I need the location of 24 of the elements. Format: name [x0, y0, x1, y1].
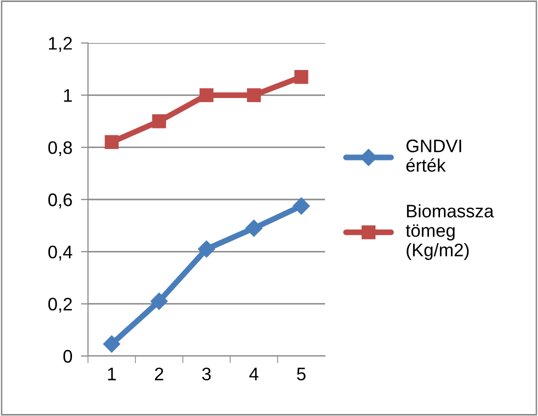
y-tick-label: 0 — [63, 350, 72, 363]
point — [245, 220, 262, 237]
point — [103, 335, 120, 353]
y-tick-label: 1 — [64, 89, 72, 102]
point — [246, 88, 261, 102]
point — [200, 88, 214, 102]
point — [198, 240, 216, 258]
legend-label: GNDVI érték — [406, 140, 462, 172]
x-tick-label: 3 — [202, 368, 211, 380]
point — [150, 292, 168, 310]
y-tick-label: 0,4 — [48, 246, 72, 261]
point — [294, 70, 308, 84]
y-tick-label: 0,6 — [48, 193, 72, 208]
x-tick-label: 2 — [154, 368, 164, 380]
y-tick-label: 1,2 — [49, 36, 72, 52]
x-tick-label: 4 — [249, 368, 258, 380]
y-tick-label: 0,8 — [48, 141, 72, 156]
x-tick-label: 5 — [297, 368, 306, 380]
point — [104, 135, 119, 150]
point — [292, 197, 310, 215]
y-tick-label: 0,2 — [48, 298, 72, 313]
legend-label: Biomassza tömeg (Kg/m2) — [406, 204, 494, 260]
x-tick-label: 1 — [108, 368, 116, 380]
point — [152, 114, 166, 128]
